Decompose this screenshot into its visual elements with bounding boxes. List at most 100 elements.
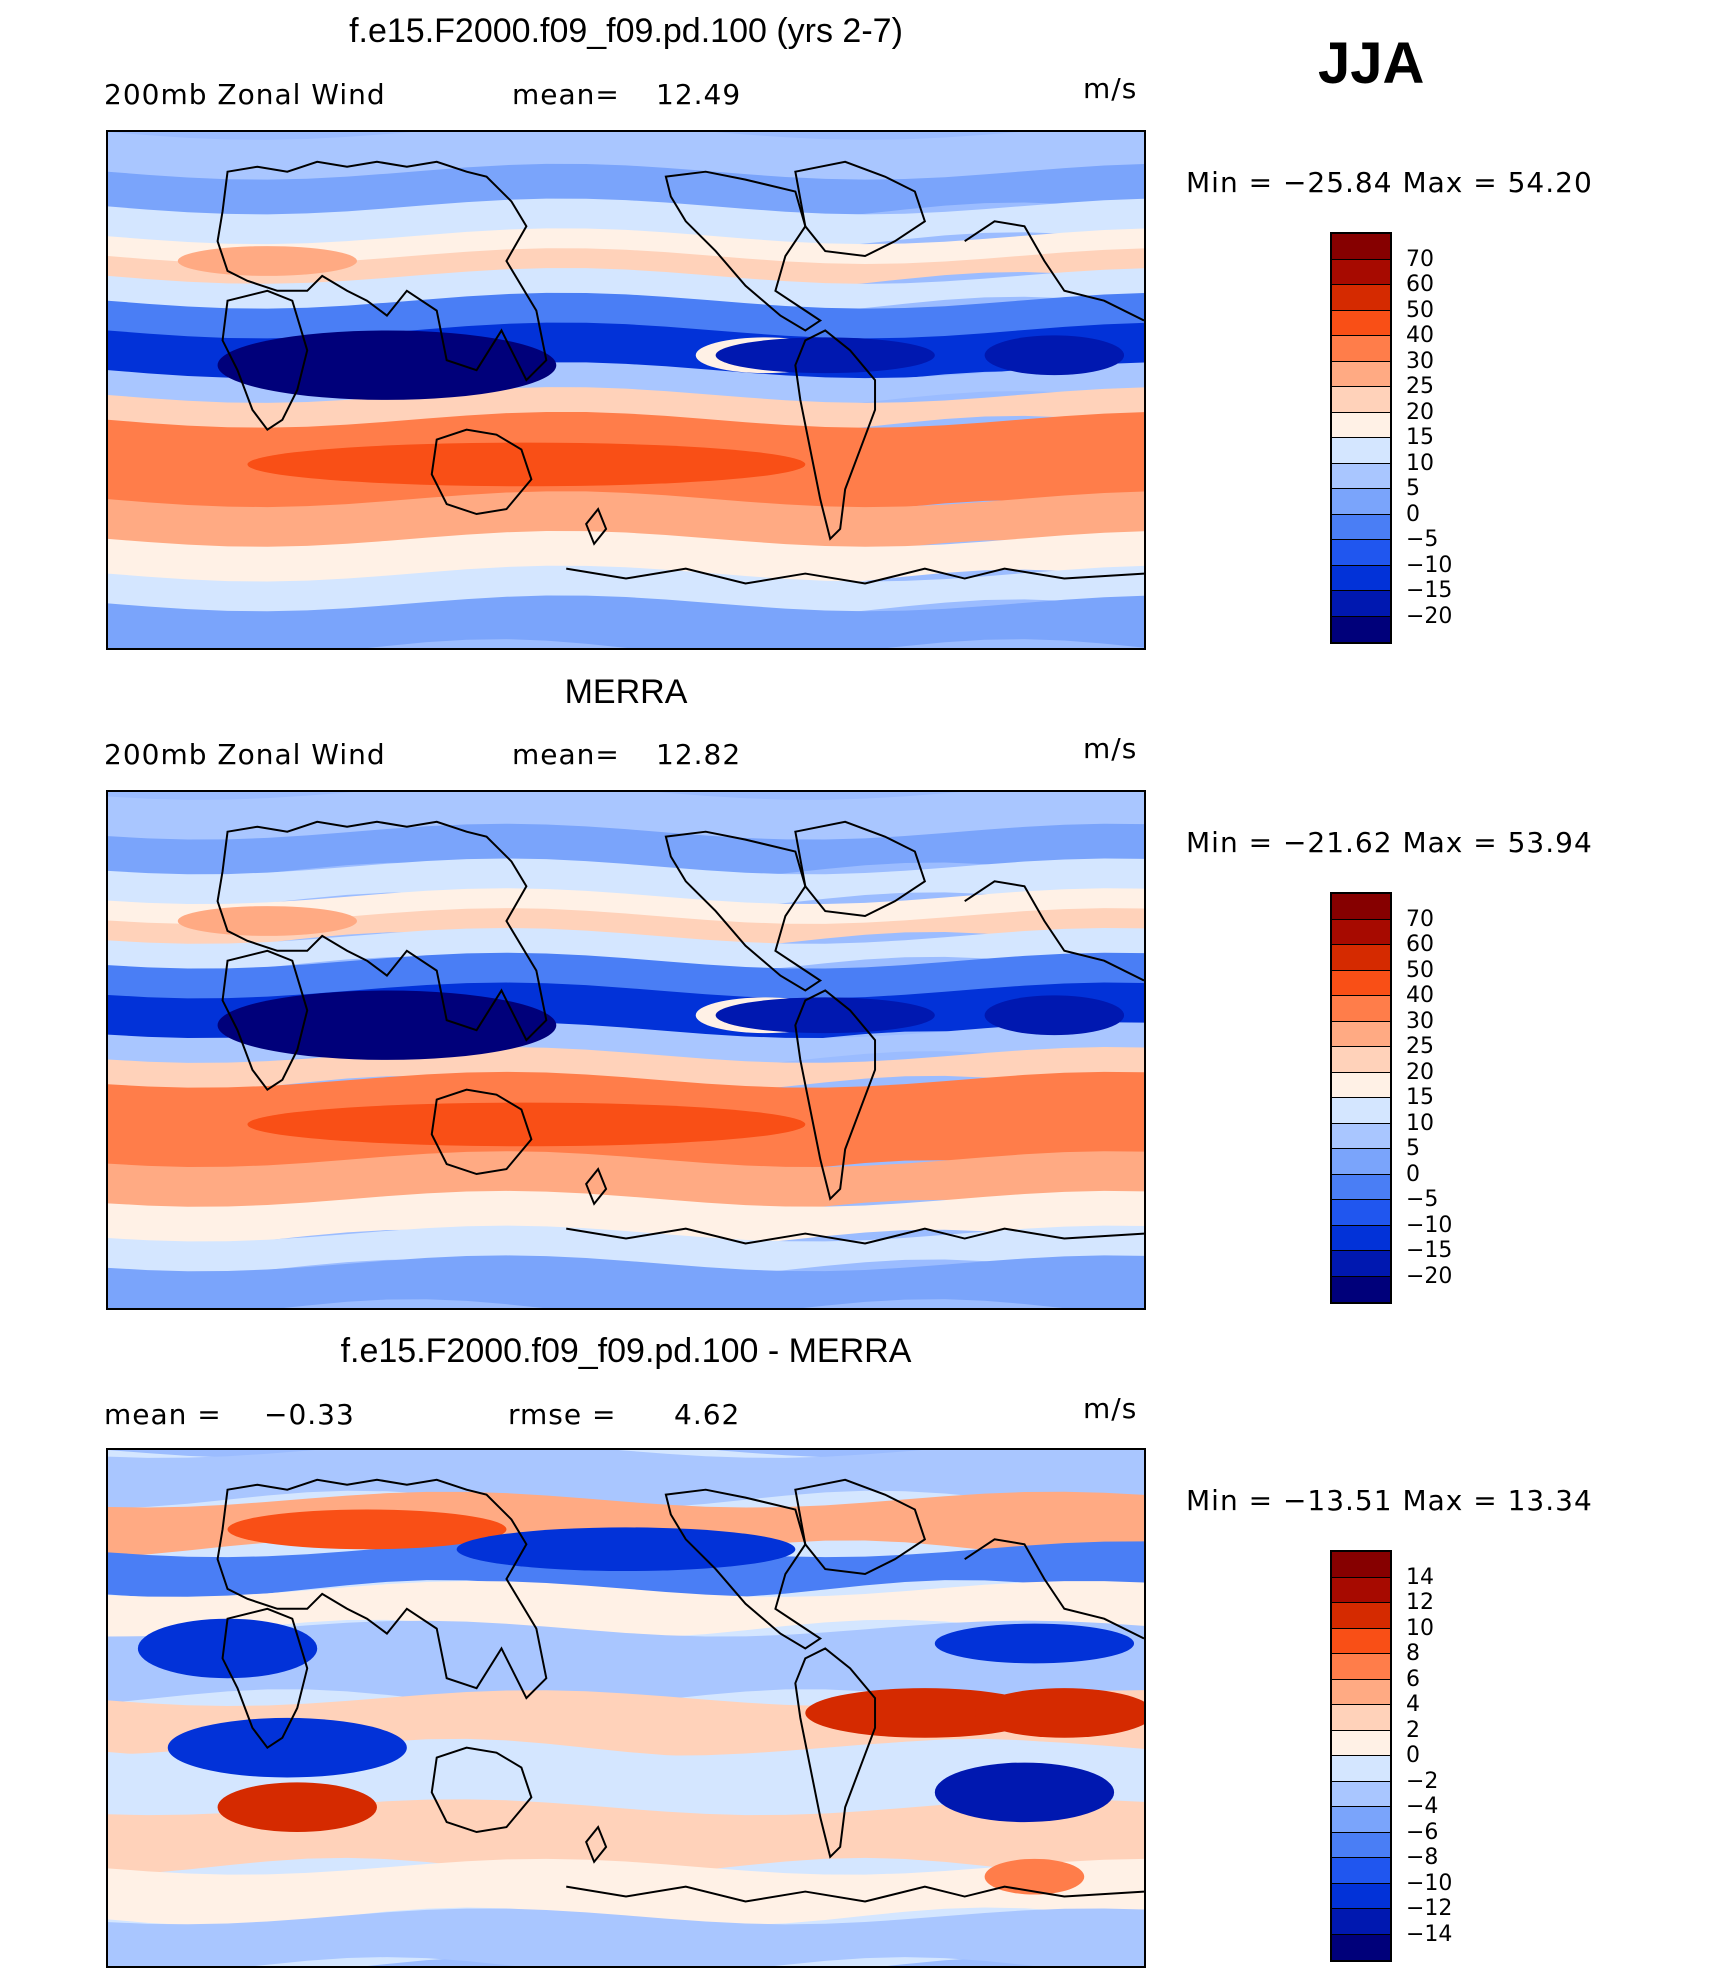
colorbar-swatch [1332,945,1390,971]
colorbar-tick-label: −14 [1406,1921,1453,1947]
contour-band [108,268,1144,315]
colorbar-tick-label: 60 [1406,272,1434,297]
contour-cell [934,1623,1135,1664]
panel-1-minmax: Min = −25.84 Max = 54.20 [1186,166,1593,199]
coastline [216,1478,548,1700]
contour-band [108,908,1144,950]
colorbar-swatch [1332,1807,1390,1833]
colorbar-tick-label: −10 [1406,552,1453,578]
colorbar-tick-label: −6 [1406,1819,1439,1845]
colorbar-swatch [1332,1577,1390,1603]
colorbar-tick-label: 2 [1406,1717,1420,1743]
contour-band [108,1581,1144,1638]
colorbar-tick-label: 25 [1406,374,1434,399]
colorbar-swatch [1332,1225,1390,1251]
colorbar-swatch [1332,1200,1390,1226]
panel-1-variable-label: 200mb Zonal Wind [104,78,386,111]
colorbar-tick-label: 5 [1406,476,1420,501]
colorbar-swatch [1332,1705,1390,1731]
colorbar-swatch [1332,234,1390,260]
coastline [216,160,548,382]
colorbar-swatch [1332,285,1390,311]
colorbar-tick-label: 20 [1406,399,1434,425]
colorbar-swatch [1332,1072,1390,1098]
contour-band [108,248,1144,290]
panel-1-title: f.e15.F2000.f09_f09.pd.100 (yrs 2-7) [349,12,903,50]
contour-band [108,198,1144,251]
panel-2-title: MERRA [564,673,688,711]
contour-cell [456,1527,796,1572]
contour-band [108,1858,1144,1926]
panel-2-mean-label: mean= [512,738,620,771]
panel-3-rmse-label: rmse = [508,1398,617,1431]
colorbar-swatch [1332,1552,1390,1578]
contour-cell [974,1688,1144,1738]
colorbar-swatch [1332,1756,1390,1782]
coastline [664,170,823,332]
contour-cell [934,1762,1115,1823]
colorbar-tick-label: 0 [1406,1161,1420,1187]
panel-1-contour-field [108,132,1144,648]
colorbar-tick-label: −15 [1406,1238,1453,1263]
colorbar-tick-label: 10 [1406,1110,1434,1136]
colorbar-swatch [1332,996,1390,1022]
contour-cell [217,1782,377,1833]
panel-3-units: m/s [1083,1392,1138,1425]
colorbar-swatch [1332,489,1390,515]
colorbar-tick-label: −12 [1406,1896,1453,1921]
contour-band [108,823,1144,881]
colorbar-swatch [1332,1276,1390,1302]
coastline [794,1647,877,1859]
coastline [794,329,877,541]
contour-cell [984,1858,1085,1895]
contour-cell [177,906,358,936]
colorbar-tick-label: 30 [1406,1008,1434,1034]
contour-cell [177,246,358,276]
colorbar-swatch [1332,336,1390,362]
colorbar-tick-label: 10 [1406,1615,1434,1641]
contour-cell [715,337,935,374]
colorbar-tick-label: 8 [1406,1641,1420,1666]
contour-cell [137,1618,318,1679]
colorbar-swatch [1332,1251,1390,1277]
contour-band [108,1450,1144,1509]
colorbar-swatch [1332,1098,1390,1124]
colorbar-tick-label: 0 [1406,501,1420,527]
colorbar-swatch [1332,1909,1390,1935]
colorbar-tick-label: −4 [1406,1794,1439,1819]
colorbar-tick-label: 12 [1406,1590,1434,1615]
colorbar-tick-label: −2 [1406,1768,1439,1794]
coastline [794,820,927,918]
contour-cell [715,997,935,1034]
colorbar-swatch [1332,616,1390,642]
colorbar-swatch [1332,1883,1390,1909]
colorbar-swatch [1332,1934,1390,1960]
contour-cell [167,1717,407,1778]
contour-cell [984,995,1125,1036]
panel-2-variable-label: 200mb Zonal Wind [104,738,386,771]
panel-1-colorbar [1330,232,1392,644]
coastline [794,989,877,1201]
coastline [216,820,548,1042]
coastline [566,567,1144,585]
coastline [430,1746,533,1834]
colorbar-tick-label: 50 [1406,297,1434,323]
coastline [964,220,1144,322]
colorbar-tick-label: 50 [1406,957,1434,983]
panel-1-units: m/s [1083,72,1138,105]
panel-3-mean-label: mean = [104,1398,222,1431]
colorbar-swatch [1332,1628,1390,1654]
colorbar-swatch [1332,1781,1390,1807]
coastline [221,289,309,432]
contour-cell [227,1509,507,1550]
coastline [566,1227,1144,1245]
colorbar-swatch [1332,1858,1390,1884]
coastline [585,1825,608,1864]
colorbar-swatch [1332,412,1390,438]
panel-2-units: m/s [1083,732,1138,765]
colorbar-swatch [1332,970,1390,996]
colorbar-swatch [1332,1123,1390,1149]
panel-3-colorbar [1330,1550,1392,1962]
colorbar-tick-label: −10 [1406,1870,1453,1896]
contour-cell [984,335,1125,376]
